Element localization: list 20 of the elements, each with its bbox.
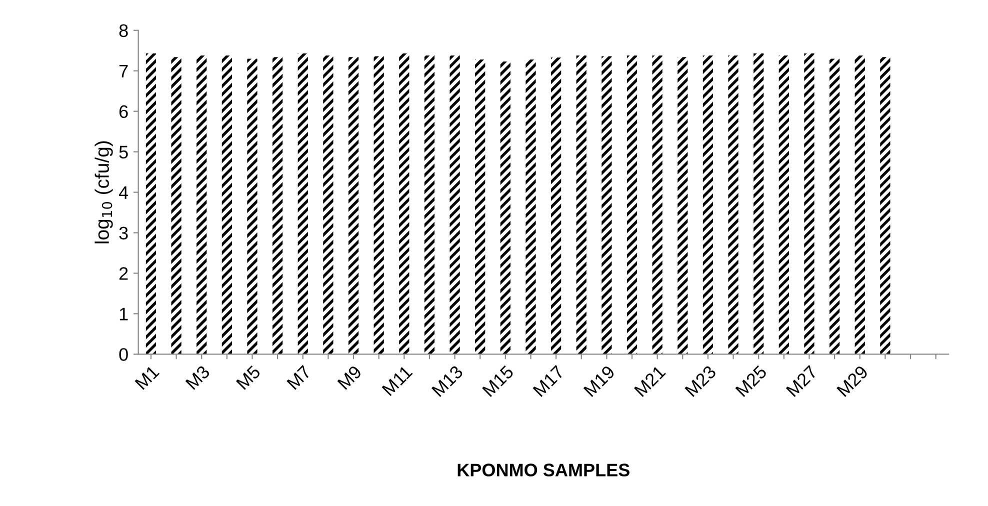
x-tick-label: M5 [236,364,262,390]
y-tick-label: 7 [119,64,128,78]
x-tick-label: M7 [286,365,312,390]
x-axis-title: KPONMO SAMPLES [458,464,630,476]
x-tick-label: M9 [337,364,362,390]
x-tick-label: M1 [134,365,160,390]
x-tick-label: M29 [836,364,869,398]
x-tick-label: M11 [382,365,413,396]
y-tick-label: 1 [120,308,128,320]
y-tick-label: 6 [119,105,128,118]
y-axis-title: log$_{10}$ (cfu/g) [94,141,113,244]
y-tick-label: 0 [119,348,128,361]
y-tick-label: 8 [119,24,128,38]
x-tick-label: M21 [634,364,666,397]
y-tick-label: 3 [119,226,128,240]
y-tick-label: 2 [119,267,128,280]
y-tick-label: 4 [118,186,128,199]
y-tick-label: 5 [119,146,128,159]
x-tick-label: M19 [583,364,616,398]
x-tick-label: M3 [185,364,210,390]
